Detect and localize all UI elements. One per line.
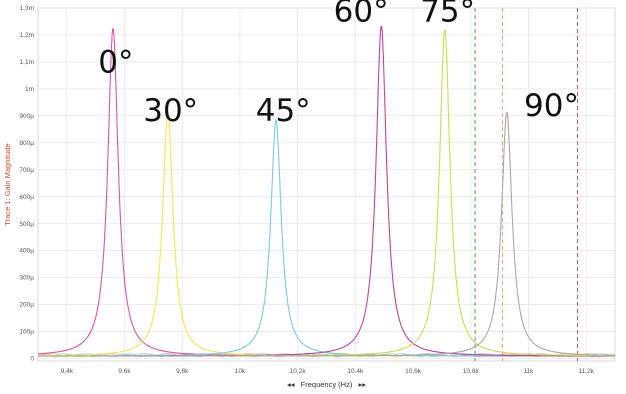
x-tick-label: 9,6k [118, 368, 131, 375]
x-axis-scroll-left-icon[interactable]: ◂◂ [287, 380, 295, 389]
x-tick-label: 10,6k [405, 368, 422, 375]
baseline-trace [37, 352, 616, 358]
x-tick-label: 10k [235, 368, 246, 375]
y-tick-label: 300µ [19, 275, 34, 282]
y-tick-label: 1,2m [20, 32, 34, 39]
traces [37, 25, 616, 358]
x-tick-label: 11,2k [578, 368, 594, 375]
tick-labels: 0 100µ 200µ 300µ 400µ 500µ 600µ 700µ 800µ 900µ 1m 1… [19, 5, 594, 375]
angle-annotation: 60° [334, 0, 389, 29]
y-tick-label: 900µ [19, 113, 34, 120]
x-tick-label: 10,4k [347, 368, 364, 375]
y-tick-label: 100µ [19, 329, 34, 336]
x-tick-label: 9,8k [176, 368, 189, 375]
x-tick-label: 10,2k [290, 368, 307, 375]
y-tick-label: 800µ [19, 140, 34, 147]
y-tick-label: 0 [30, 356, 34, 363]
x-tick-label: 9,4k [61, 368, 74, 375]
angle-annotation: 45° [256, 93, 311, 129]
y-axis-label: Trace 1: Gain Magnitude [3, 143, 12, 225]
x-tick-label: 11k [523, 368, 534, 375]
y-tick-label: 1,3m [20, 5, 34, 12]
y-tick-label: 400µ [19, 248, 34, 255]
y-tick-label: 1m [25, 86, 34, 93]
angle-annotation: 30° [143, 93, 198, 129]
y-tick-label: 600µ [19, 194, 34, 201]
grid [37, 7, 616, 362]
angle-annotation: 0° [98, 45, 133, 81]
resonance-trace [38, 111, 615, 357]
angle-annotations: 0° 30° 45° 60° 75° 90° [98, 0, 579, 129]
x-axis-title: Frequency (Hz) ◂◂ ▸▸ [287, 380, 366, 389]
x-axis-scroll-right-icon[interactable]: ▸▸ [359, 380, 367, 389]
y-tick-label: 200µ [19, 302, 34, 309]
y-tick-label: 500µ [19, 221, 34, 228]
angle-annotation: 90° [524, 88, 579, 124]
x-tick-label: 10,8k [463, 368, 480, 375]
y-tick-label: 700µ [19, 167, 34, 174]
y-tick-label: 1,1m [20, 59, 34, 66]
angle-annotation: 75° [420, 0, 475, 29]
x-axis-label: Frequency (Hz) [301, 380, 353, 389]
